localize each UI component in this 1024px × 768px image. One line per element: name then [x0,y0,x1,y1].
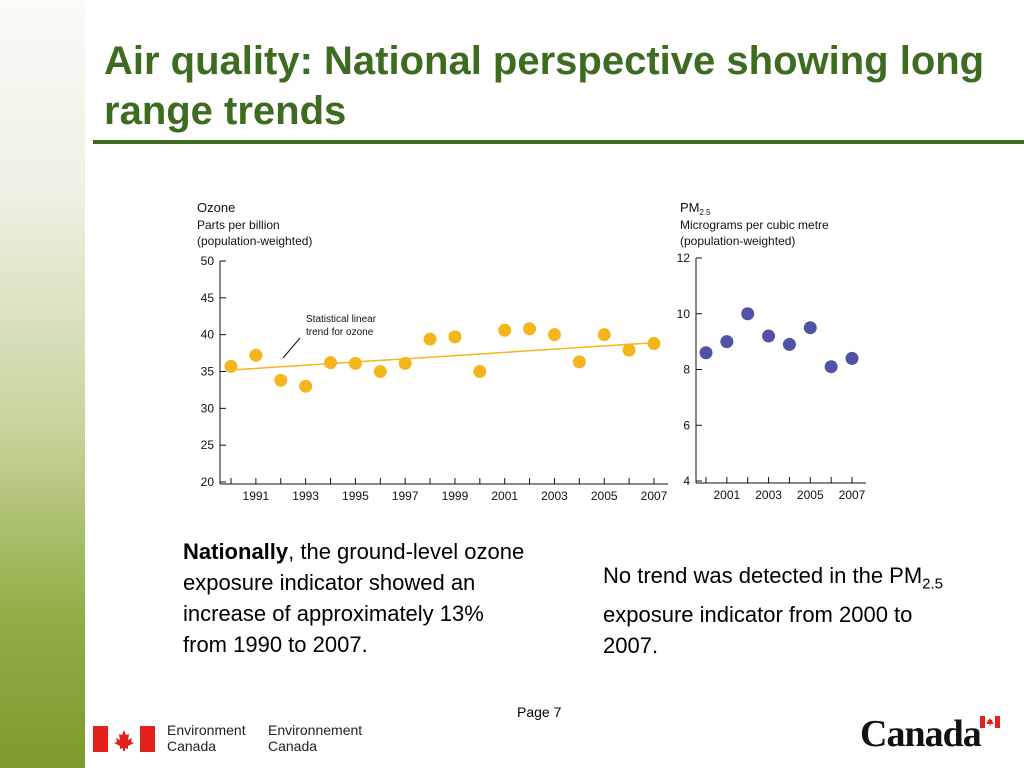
pm-x-tick-label: 2007 [839,488,866,502]
ozone-data-point [299,379,313,393]
ozone-y-tick-label: 35 [201,365,215,379]
canada-wordmark: Canada [860,713,982,755]
pm-x-tick-label: 2001 [714,488,741,502]
ozone-summary-rest: , the ground-level ozone exposure indica… [183,539,525,657]
left-decorative-bar [0,0,85,768]
ozone-y-tick-label: 40 [201,328,215,342]
dept-name-english: Environment Canada [167,722,246,754]
ozone-x-tick-label: 1999 [442,489,469,503]
pm-x-tick-label: 2003 [755,488,782,502]
ozone-x-tick-label: 1991 [243,489,270,503]
ozone-summary-text: Nationally, the ground-level ozone expos… [183,536,533,660]
pm-data-point [741,307,755,321]
pm-data-point [699,346,713,360]
ozone-ylabel-line1: Parts per billion [197,218,280,232]
pm-title-main: PM [680,200,700,215]
pm-ylabel-line1: Micrograms per cubic metre [680,218,829,232]
pm-title-subscript: 2.5 [700,208,712,217]
pm-y-tick-label: 10 [677,307,691,321]
wordmark-flag-icon [980,716,1000,728]
pm-summary-part1: No trend was detected in the PM [603,563,923,588]
pm-data-point [803,321,817,335]
ozone-data-point [523,322,537,336]
ozone-y-tick-label: 25 [201,438,215,452]
ozone-data-point [448,330,462,344]
pm-ylabel-line2: (population-weighted) [680,234,795,248]
pm-summary-part2: exposure indicator from 2000 to 2007. [603,602,913,659]
pm-data-point [720,335,734,349]
pm-y-tick-label: 6 [683,418,690,432]
ozone-ylabel-line2: (population-weighted) [197,234,312,248]
dept-en-line1: Environment [167,722,246,738]
ozone-x-tick-label: 2001 [491,489,518,503]
pm-y-tick-label: 4 [683,474,690,488]
title-text: Air quality: National perspective showin… [104,39,985,133]
ozone-data-point [423,332,437,346]
ozone-x-tick-label: 1995 [342,489,369,503]
ozone-plot: 20 25 30 35 40 45 50 1991 1993 1995 1997 1999 2001 20… [201,254,668,503]
page-number: Page 7 [517,704,562,720]
dept-en-line2: Canada [167,738,217,754]
pm-x-tick-label: 2005 [797,488,824,502]
ozone-data-point [274,373,288,387]
ozone-x-tick-label: 2003 [541,489,568,503]
pm-data-point [824,360,838,374]
ozone-data-point [224,359,238,373]
pm-y-tick-label: 8 [683,363,690,377]
pm-summary-text: No trend was detected in the PM2.5 expos… [603,560,963,661]
dept-fr-line2: Canada [268,738,318,754]
pm-plot: 4 6 8 10 12 2001 2003 2005 2007 [677,251,866,502]
ozone-data-point [398,356,412,370]
ozone-y-tick-label: 50 [201,254,215,268]
ozone-x-tick-label: 2007 [641,489,668,503]
ozone-data-point [324,356,338,370]
ozone-y-tick-label: 45 [201,291,215,305]
dept-name-french: Environnement Canada [268,722,362,754]
ozone-trend-label-line2: trend for ozone [306,327,374,338]
ozone-data-point [473,365,487,378]
ozone-data-point [498,323,512,337]
ozone-y-tick-label: 20 [201,475,215,489]
ozone-data-point [647,337,661,351]
ozone-data-point [373,365,387,378]
pm-data-point [762,329,776,343]
ozone-summary-bold: Nationally [183,539,289,564]
pm-data-point [845,351,859,365]
title-underline [93,140,1024,144]
ozone-trend-line [230,342,655,371]
pm-summary-subscript: 2.5 [922,575,944,593]
pm-data-point [782,337,796,351]
ozone-chart-title: Ozone [197,200,235,215]
ozone-data-point [348,356,362,370]
ozone-data-point [547,328,561,342]
ozone-x-tick-label: 1997 [392,489,419,503]
ozone-data-point [572,355,586,369]
ozone-data-point [597,328,611,342]
ozone-data-point [622,343,636,357]
slide-title: Air quality: National perspective showin… [104,36,1024,136]
pm-chart-title: PM2.5 [680,200,711,217]
pm-y-tick-label: 12 [677,251,691,265]
ozone-x-tick-label: 2005 [591,489,618,503]
canada-flag-icon [93,726,155,752]
ozone-x-tick-label: 1993 [292,489,319,503]
ozone-trend-label-line1: Statistical linear [306,314,377,325]
ozone-trend-annotation-pointer [282,337,301,359]
ozone-y-tick-label: 30 [201,401,215,415]
ozone-data-point [249,348,263,362]
dept-fr-line1: Environnement [268,722,363,738]
